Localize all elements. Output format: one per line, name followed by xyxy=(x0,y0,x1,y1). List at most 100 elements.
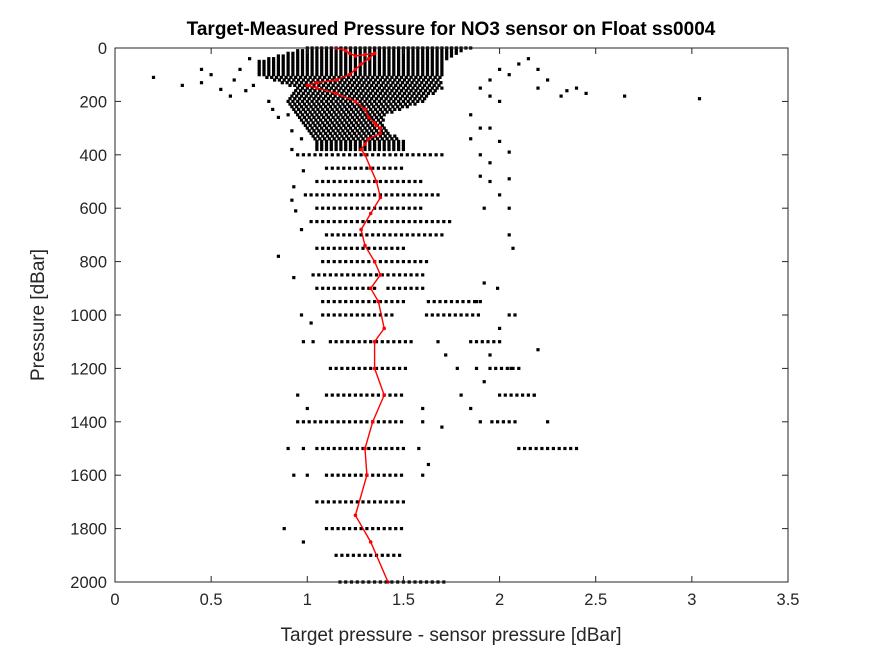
scatter-point xyxy=(411,233,414,236)
scatter-point-outlier xyxy=(210,73,213,76)
mean-line-point xyxy=(369,212,373,216)
scatter-point xyxy=(431,220,434,223)
scatter-point xyxy=(379,180,382,183)
scatter-point xyxy=(402,180,405,183)
scatter-point xyxy=(435,153,438,156)
scatter-point-outlier xyxy=(233,78,236,81)
scatter-point xyxy=(390,193,393,196)
scatter-point xyxy=(369,554,372,557)
scatter-point xyxy=(325,394,328,397)
scatter-point xyxy=(425,313,428,316)
mean-line-point xyxy=(306,84,310,88)
mean-line-point xyxy=(354,54,358,58)
scatter-point xyxy=(338,300,341,303)
scatter-point xyxy=(442,220,445,223)
scatter-point xyxy=(312,273,315,276)
scatter-point xyxy=(404,367,407,370)
scatter-point xyxy=(392,554,395,557)
scatter-point xyxy=(419,193,422,196)
scatter-point xyxy=(377,167,380,170)
scatter-point xyxy=(400,474,403,477)
scatter-point xyxy=(349,148,352,151)
scatter-point xyxy=(367,447,370,450)
scatter-point xyxy=(367,193,370,196)
scatter-point xyxy=(342,474,345,477)
scatter-point xyxy=(371,527,374,530)
scatter-point xyxy=(315,447,318,450)
scatter-point xyxy=(333,313,336,316)
scatter-point xyxy=(416,100,419,103)
scatter-point-outlier xyxy=(483,281,486,284)
x-tick-label: 1.5 xyxy=(392,591,415,609)
scatter-point-outlier xyxy=(533,394,536,397)
scatter-point xyxy=(361,287,364,290)
scatter-point xyxy=(390,207,393,210)
scatter-point xyxy=(310,193,313,196)
scatter-point xyxy=(402,447,405,450)
scatter-point-outlier xyxy=(460,394,463,397)
scatter-point-outlier xyxy=(292,185,295,188)
scatter-point-outlier xyxy=(475,367,478,370)
scatter-point xyxy=(337,233,340,236)
scatter-point xyxy=(546,447,549,450)
scatter-point xyxy=(396,247,399,250)
scatter-point xyxy=(404,273,407,276)
scatter-point-outlier xyxy=(302,340,305,343)
mean-line-point xyxy=(315,86,319,90)
scatter-point-outlier xyxy=(283,527,286,530)
scatter-point-outlier xyxy=(479,127,482,130)
scatter-point xyxy=(361,313,364,316)
scatter-point xyxy=(361,180,364,183)
scatter-point xyxy=(385,220,388,223)
x-tick-label: 0 xyxy=(110,591,119,609)
scatter-point xyxy=(392,148,395,151)
scatter-point xyxy=(394,474,397,477)
scatter-point xyxy=(346,273,349,276)
scatter-point xyxy=(417,153,420,156)
scatter-point xyxy=(394,167,397,170)
scatter-point xyxy=(350,247,353,250)
scatter-point xyxy=(377,153,380,156)
scatter-point xyxy=(320,148,323,151)
scatter-point xyxy=(398,340,401,343)
scatter-point xyxy=(270,76,273,79)
scatter-point xyxy=(288,84,291,87)
scatter-point-outlier xyxy=(488,95,491,98)
scatter-point xyxy=(327,447,330,450)
scatter-point-outlier xyxy=(517,62,520,65)
scatter-point-outlier xyxy=(527,57,530,60)
scatter-point xyxy=(421,287,424,290)
scatter-point-outlier xyxy=(436,340,439,343)
mean-line-point xyxy=(371,420,375,424)
scatter-point xyxy=(321,220,324,223)
scatter-point xyxy=(329,273,332,276)
mean-line-point xyxy=(359,228,363,232)
scatter-point-outlier xyxy=(479,153,482,156)
mean-line-point xyxy=(382,393,386,397)
scatter-point xyxy=(340,273,343,276)
scatter-point xyxy=(360,474,363,477)
scatter-point xyxy=(450,300,453,303)
scatter-point xyxy=(358,340,361,343)
scatter-point xyxy=(527,394,530,397)
scatter-point-outlier xyxy=(575,87,578,90)
scatter-point xyxy=(315,180,318,183)
scatter-point xyxy=(517,447,520,450)
scatter-point xyxy=(356,260,359,263)
scatter-point xyxy=(338,260,341,263)
scatter-point xyxy=(352,340,355,343)
scatter-point xyxy=(327,500,330,503)
scatter-point xyxy=(408,220,411,223)
scatter-point xyxy=(352,273,355,276)
scatter-point xyxy=(413,220,416,223)
scatter-point xyxy=(331,474,334,477)
scatter-point xyxy=(325,167,328,170)
scatter-point xyxy=(425,220,428,223)
scatter-point-outlier xyxy=(698,97,701,100)
mean-line-point xyxy=(348,73,352,77)
mean-line-point xyxy=(375,180,379,184)
scatter-point xyxy=(390,220,393,223)
mean-line-point xyxy=(354,514,358,518)
scatter-point xyxy=(348,420,351,423)
